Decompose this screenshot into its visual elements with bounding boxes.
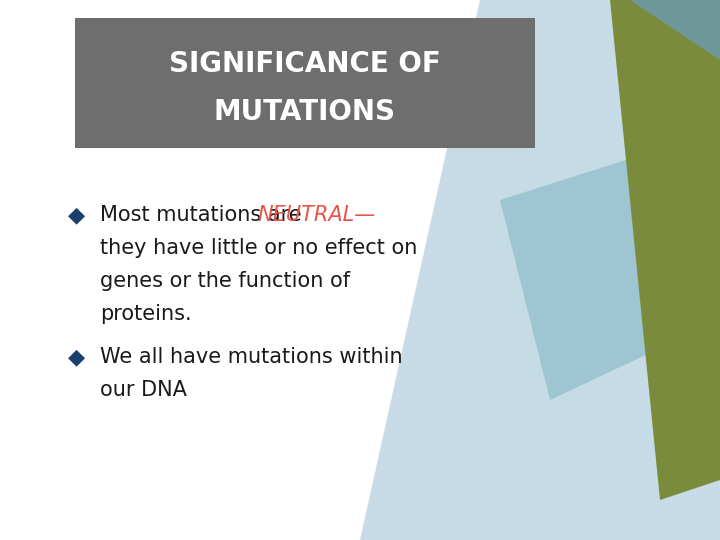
Text: SIGNIFICANCE OF: SIGNIFICANCE OF	[169, 50, 441, 78]
Text: ◆: ◆	[68, 347, 85, 367]
Polygon shape	[500, 130, 720, 400]
Polygon shape	[360, 0, 720, 540]
Text: MUTATIONS: MUTATIONS	[214, 98, 396, 126]
Text: ◆: ◆	[68, 205, 85, 225]
Text: We all have mutations within: We all have mutations within	[100, 347, 402, 367]
Text: Most mutations are: Most mutations are	[100, 205, 308, 225]
Polygon shape	[610, 0, 720, 500]
Polygon shape	[520, 0, 720, 60]
Text: our DNA: our DNA	[100, 380, 187, 400]
Text: genes or the function of: genes or the function of	[100, 271, 350, 291]
FancyBboxPatch shape	[75, 18, 535, 148]
Polygon shape	[380, 80, 720, 540]
Text: proteins.: proteins.	[100, 304, 192, 324]
Text: NEUTRAL—: NEUTRAL—	[258, 205, 376, 225]
Text: they have little or no effect on: they have little or no effect on	[100, 238, 418, 258]
